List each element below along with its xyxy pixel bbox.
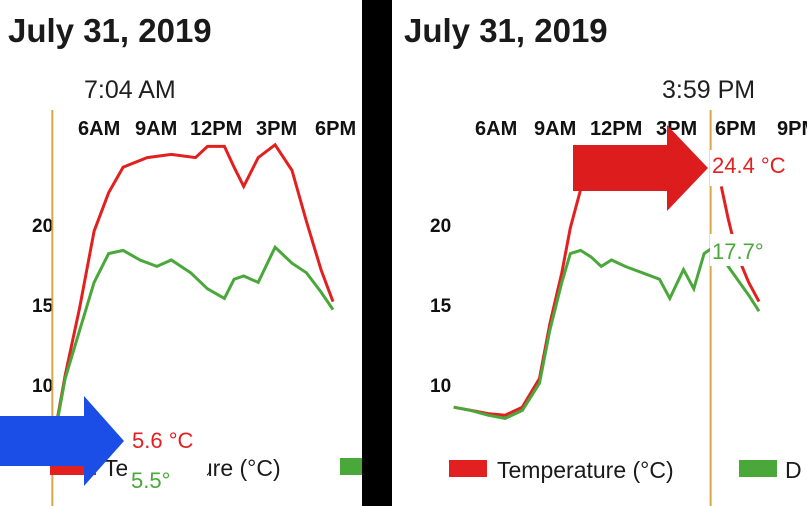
x-tick-label: 9AM (534, 118, 576, 140)
value-label-backdrop (710, 234, 780, 266)
legend-swatch-dew (340, 458, 362, 475)
cursor-time-readout: 7:04 AM (84, 76, 176, 104)
date-heading: July 31, 2019 (404, 12, 608, 49)
y-tick-label: 20 (32, 216, 53, 237)
y-tick-label: 10 (430, 376, 451, 397)
x-tick-label: 6AM (475, 118, 517, 140)
x-tick-label: 9AM (135, 118, 177, 140)
x-axis-ticks: 6AM 9AM 12PM 3PM 6PM 9PM (475, 118, 807, 140)
y-tick-label: 20 (430, 216, 451, 237)
x-tick-label: 9PM (777, 118, 807, 140)
dew-series-line (51, 244, 335, 445)
cursor-time-readout: 3:59 PM (662, 76, 756, 104)
dew-value-label: 5.5° (131, 468, 170, 493)
temperature-series-line (51, 142, 335, 443)
red-arrow-icon (573, 125, 708, 211)
dew-series-line (453, 246, 761, 420)
value-label-backdrop (710, 150, 807, 186)
legend-label-second: D (785, 457, 802, 483)
legend: Temperature (°C) D (449, 457, 802, 483)
x-tick-label: 12PM (590, 118, 642, 140)
x-tick-label: 12PM (190, 118, 242, 140)
y-axis-ticks: 20 15 10 (32, 216, 54, 397)
x-tick-label: 3PM (256, 118, 297, 140)
x-tick-label: 3PM (656, 118, 697, 140)
legend-swatch-dew (739, 460, 777, 477)
date-heading: July 31, 2019 (8, 12, 212, 49)
blue-arrow-icon (0, 396, 124, 486)
legend-swatch-temperature (449, 460, 487, 477)
legend-label-temperature: Temperature (°C) (497, 457, 674, 483)
x-tick-label: 6AM (78, 118, 120, 140)
chart-panel-left: July 31, 2019 7:04 AM 6AM 9AM 12PM 3PM 6… (0, 0, 362, 506)
temperature-chart[interactable]: 6AM 9AM 12PM 3PM 6PM 9PM 20 15 10 24.4 °… (392, 0, 807, 506)
x-tick-label: 6PM (315, 118, 356, 140)
temperature-value-label: 24.4 °C (712, 153, 786, 178)
temperature-value-label: 5.6 °C (132, 428, 193, 453)
chart-panel-right: July 31, 2019 3:59 PM 6AM 9AM 12PM 3PM 6… (392, 0, 807, 506)
dew-value-label: 17.7° (712, 239, 764, 264)
value-label-backdrop (127, 424, 207, 484)
y-tick-label: 15 (32, 296, 54, 317)
y-tick-label: 15 (430, 296, 452, 317)
temperature-chart[interactable]: 6AM 9AM 12PM 3PM 6PM 20 15 10 Temperatur… (0, 0, 362, 506)
x-axis-ticks: 6AM 9AM 12PM 3PM 6PM (78, 118, 356, 140)
x-tick-label: 6PM (715, 118, 756, 140)
y-axis-ticks: 20 15 10 (430, 216, 452, 397)
temperature-series-line (453, 169, 609, 417)
y-tick-label: 10 (32, 376, 53, 397)
